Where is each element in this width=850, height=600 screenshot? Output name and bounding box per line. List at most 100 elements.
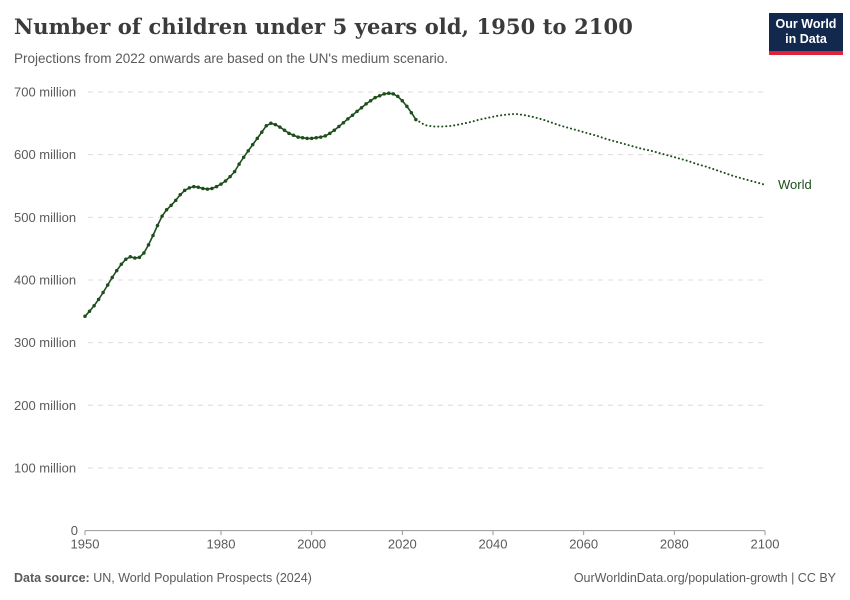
estimates-marker	[382, 92, 386, 96]
estimates-marker	[359, 105, 364, 110]
estimates-marker	[318, 135, 323, 139]
estimates-marker	[396, 94, 400, 99]
estimates-marker	[133, 256, 137, 260]
estimates-marker	[210, 186, 214, 191]
estimates-marker	[300, 135, 305, 140]
estimates-marker	[146, 243, 151, 247]
estimates-marker	[110, 275, 114, 280]
x-tick-label: 1950	[71, 537, 100, 552]
x-tick-label: 2080	[660, 537, 689, 552]
estimates-marker	[305, 136, 309, 141]
estimates-marker	[287, 131, 291, 136]
estimates-marker	[96, 297, 101, 302]
estimates-marker	[296, 135, 300, 139]
estimates-marker	[405, 104, 409, 109]
y-tick-label: 400 million	[14, 272, 76, 287]
x-tick-label: 2060	[569, 537, 598, 552]
estimates-marker	[142, 251, 146, 255]
y-tick-label: 0	[71, 523, 78, 538]
estimates-marker	[232, 169, 237, 174]
owid-logo-line2: in Data	[785, 32, 827, 46]
x-tick-label: 2040	[479, 537, 508, 552]
y-tick-label: 600 million	[14, 147, 76, 162]
estimates-marker	[241, 155, 246, 159]
estimates-marker	[364, 102, 368, 106]
x-tick-label: 1980	[207, 537, 236, 552]
estimates-marker	[151, 233, 155, 238]
estimates-marker	[201, 186, 205, 191]
y-tick-label: 700 million	[14, 85, 76, 100]
estimates-marker	[237, 162, 241, 166]
estimates-marker	[264, 124, 269, 128]
estimates-marker	[291, 133, 296, 137]
estimates-marker	[169, 203, 173, 208]
x-tick-label: 2100	[751, 537, 780, 552]
x-tick-label: 2000	[297, 537, 326, 552]
estimates-marker	[178, 193, 182, 197]
estimates-marker	[278, 125, 282, 129]
estimates-marker	[223, 179, 228, 183]
estimates-marker	[346, 117, 350, 121]
data-source: Data source: UN, World Population Prospe…	[14, 571, 312, 585]
y-tick-label: 500 million	[14, 210, 76, 225]
data-source-label: Data source:	[14, 571, 90, 585]
estimates-marker	[328, 131, 332, 136]
estimates-marker	[114, 268, 119, 273]
page-title: Number of children under 5 years old, 19…	[14, 14, 633, 39]
credit-link[interactable]: OurWorldinData.org/population-growth | C…	[573, 571, 836, 585]
projection-line	[414, 112, 766, 186]
y-tick-label: 300 million	[14, 335, 76, 350]
estimates-marker	[350, 113, 355, 117]
estimates-marker	[323, 134, 328, 138]
estimates-marker	[269, 121, 273, 126]
estimates-marker	[192, 184, 196, 189]
estimates-marker	[182, 188, 187, 193]
estimates-marker	[128, 255, 133, 259]
chart-subtitle: Projections from 2022 onwards are based …	[14, 51, 449, 66]
estimates-marker	[260, 130, 264, 134]
estimates-marker	[101, 290, 105, 295]
estimates-marker	[400, 99, 405, 103]
estimates-line	[84, 92, 417, 317]
estimates-marker	[214, 184, 219, 189]
estimates-marker	[92, 303, 96, 308]
estimates-marker	[196, 185, 201, 189]
estimates-marker	[250, 142, 255, 147]
data-source-text: UN, World Population Prospects (2024)	[89, 571, 312, 585]
estimates-marker	[386, 91, 391, 96]
estimates-marker	[314, 135, 318, 140]
estimates-marker	[246, 149, 250, 153]
estimates-marker	[164, 208, 169, 212]
estimates-marker	[355, 109, 359, 114]
estimates-marker	[409, 110, 414, 115]
estimates-marker	[337, 124, 341, 129]
estimates-marker	[124, 257, 128, 262]
estimates-marker	[255, 136, 260, 141]
estimates-marker	[373, 95, 377, 100]
estimates-marker	[137, 255, 142, 260]
owid-logo-line1: Our World	[775, 17, 837, 31]
estimates-marker	[160, 214, 164, 218]
estimates-marker	[368, 99, 373, 103]
estimates-marker	[173, 198, 178, 203]
estimates-marker	[87, 309, 92, 314]
estimates-marker	[391, 92, 396, 96]
x-tick-label: 2020	[388, 537, 417, 552]
estimates-marker	[377, 94, 382, 98]
estimates-marker	[219, 182, 223, 186]
estimates-marker	[282, 128, 287, 132]
estimates-marker	[205, 187, 210, 191]
estimates-marker	[332, 128, 337, 132]
estimates-marker	[83, 314, 87, 319]
y-tick-label: 100 million	[14, 460, 76, 475]
estimates-marker	[187, 186, 192, 190]
estimates-marker	[309, 136, 314, 141]
estimates-marker	[119, 262, 124, 267]
owid-logo[interactable]: Our World in Data	[769, 13, 843, 55]
series-label-world[interactable]: World	[778, 177, 812, 192]
estimates-marker	[273, 122, 278, 127]
y-tick-label: 200 million	[14, 398, 76, 413]
estimates-marker	[341, 120, 346, 125]
